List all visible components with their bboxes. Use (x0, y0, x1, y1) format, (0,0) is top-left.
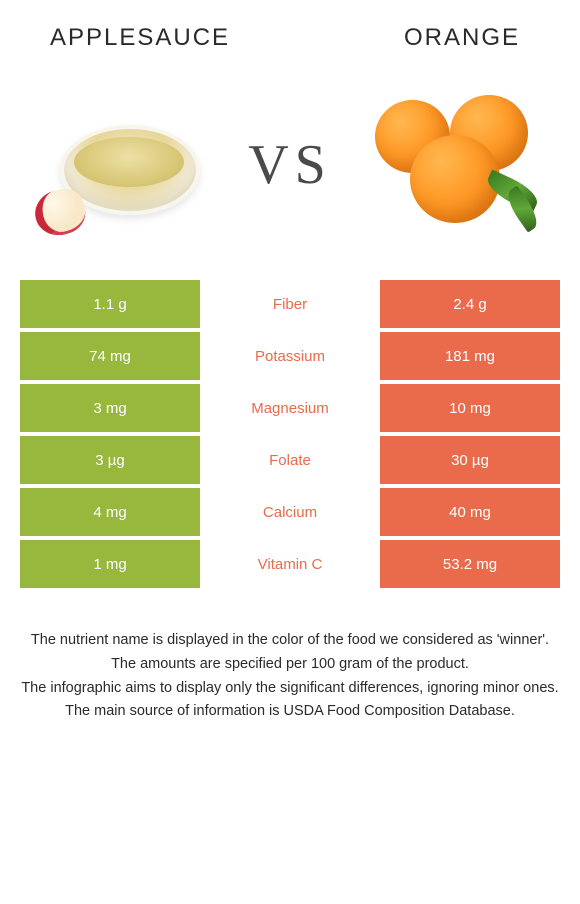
nutrient-name: Folate (200, 436, 380, 484)
right-value: 53.2 mg (380, 540, 560, 588)
vs-label: VS (248, 133, 332, 197)
nutrient-row: 3 mgMagnesium10 mg (20, 384, 560, 432)
orange-image (370, 85, 550, 245)
nutrient-table: 1.1 gFiber2.4 g74 mgPotassium181 mg3 mgM… (0, 280, 580, 588)
left-value: 3 mg (20, 384, 200, 432)
nutrient-name: Magnesium (200, 384, 380, 432)
nutrient-name: Potassium (200, 332, 380, 380)
left-value: 1 mg (20, 540, 200, 588)
applesauce-image (30, 85, 210, 245)
left-food-title: Applesauce (50, 24, 230, 52)
right-value: 2.4 g (380, 280, 560, 328)
footer-line: The main source of information is USDA F… (20, 701, 560, 723)
right-value: 181 mg (380, 332, 560, 380)
right-value: 10 mg (380, 384, 560, 432)
right-value: 40 mg (380, 488, 560, 536)
nutrient-row: 1.1 gFiber2.4 g (20, 280, 560, 328)
nutrient-row: 74 mgPotassium181 mg (20, 332, 560, 380)
left-value: 3 µg (20, 436, 200, 484)
left-value: 4 mg (20, 488, 200, 536)
nutrient-name: Calcium (200, 488, 380, 536)
comparison-images-row: VS (0, 60, 580, 280)
footer-line: The infographic aims to display only the… (20, 678, 560, 700)
nutrient-row: 4 mgCalcium40 mg (20, 488, 560, 536)
right-value: 30 µg (380, 436, 560, 484)
right-food-title: Orange (404, 24, 520, 52)
footer-notes: The nutrient name is displayed in the co… (0, 592, 580, 723)
footer-line: The nutrient name is displayed in the co… (20, 630, 560, 652)
header: Applesauce Orange (0, 0, 580, 60)
left-value: 74 mg (20, 332, 200, 380)
nutrient-name: Vitamin C (200, 540, 380, 588)
nutrient-name: Fiber (200, 280, 380, 328)
left-value: 1.1 g (20, 280, 200, 328)
nutrient-row: 1 mgVitamin C53.2 mg (20, 540, 560, 588)
nutrient-row: 3 µgFolate30 µg (20, 436, 560, 484)
footer-line: The amounts are specified per 100 gram o… (20, 654, 560, 676)
